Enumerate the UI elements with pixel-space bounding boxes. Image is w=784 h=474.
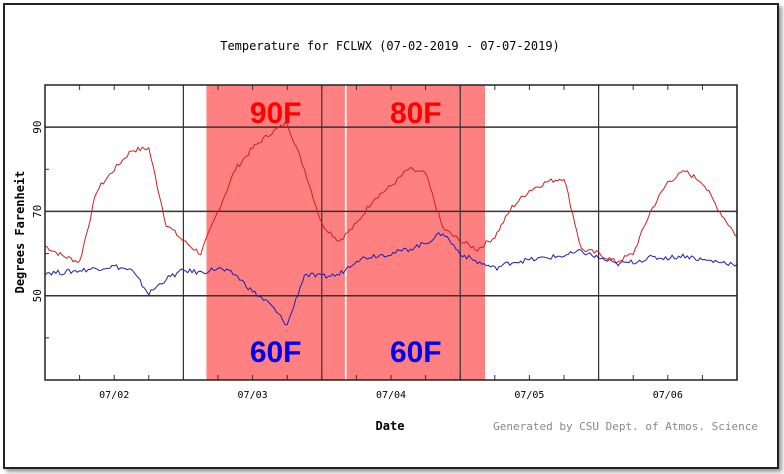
- highlight-high-label: 80F: [390, 97, 442, 130]
- highlight-low-label: 60F: [250, 336, 302, 369]
- x-axis-label: Date: [376, 419, 405, 433]
- y-tick-label: 50: [31, 289, 44, 302]
- footer-credit: Generated by CSU Dept. of Atmos. Science: [493, 420, 758, 433]
- x-tick-label: 07/04: [376, 390, 406, 401]
- x-tick-label: 07/03: [238, 390, 268, 401]
- highlight-region: [346, 85, 485, 380]
- series-line-temperature: [44, 121, 738, 264]
- highlight-high-label: 90F: [250, 97, 302, 130]
- y-tick-label: 70: [31, 205, 44, 218]
- series-line-dew-point: [44, 231, 738, 326]
- highlight-low-label: 60F: [390, 336, 442, 369]
- x-tick-label: 07/05: [514, 390, 544, 401]
- chart-title: Temperature for FCLWX (07-02-2019 - 07-0…: [220, 39, 560, 53]
- y-tick-label: 90: [31, 121, 44, 134]
- x-tick-label: 07/02: [99, 390, 129, 401]
- x-tick-label: 07/06: [653, 390, 683, 401]
- y-axis-label: Degrees Farenheit: [13, 171, 27, 294]
- plot-border: [44, 84, 738, 381]
